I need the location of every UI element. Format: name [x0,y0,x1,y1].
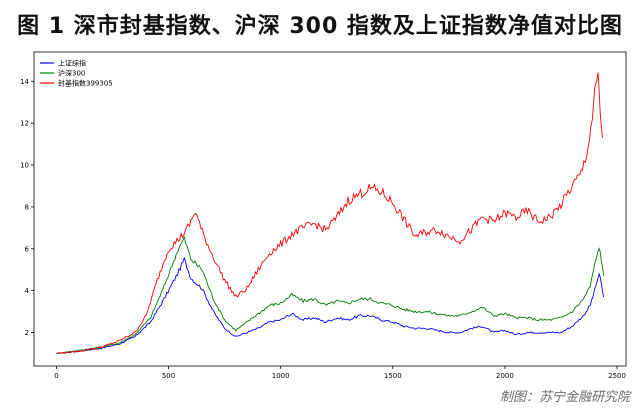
x-tick-label: 1000 [272,372,290,380]
y-tick-label: 10 [20,162,29,170]
x-tick-label: 0 [54,372,58,380]
x-tick-label: 500 [162,372,175,380]
axis-ticks: 0 500 1000 1500 2000 2500 2 4 6 8 10 12 14 [20,78,626,380]
series-line-1 [56,236,605,355]
legend-label: 上证综指 [58,59,86,68]
y-tick-label: 14 [20,78,29,86]
x-tick-label: 2500 [608,372,626,380]
y-tick-label: 6 [25,245,30,253]
chart-title: 图 1 深市封基指数、沪深 300 指数及上证指数净值对比图 [17,14,623,39]
y-tick-label: 12 [20,120,29,128]
source-note: 制图：苏宁金融研究院 [499,390,630,405]
series-line-2 [56,72,603,354]
x-tick-label: 1500 [384,372,402,380]
plot-frame [33,51,627,367]
series-line-0 [56,256,605,354]
y-tick-label: 8 [25,203,29,211]
x-tick-label: 2000 [496,372,514,380]
series-lines [56,72,605,355]
y-tick-label: 2 [25,329,29,337]
legend-label: 沪深300 [58,69,85,78]
legend-label: 封基指数399305 [58,79,113,88]
y-tick-label: 4 [25,287,30,295]
